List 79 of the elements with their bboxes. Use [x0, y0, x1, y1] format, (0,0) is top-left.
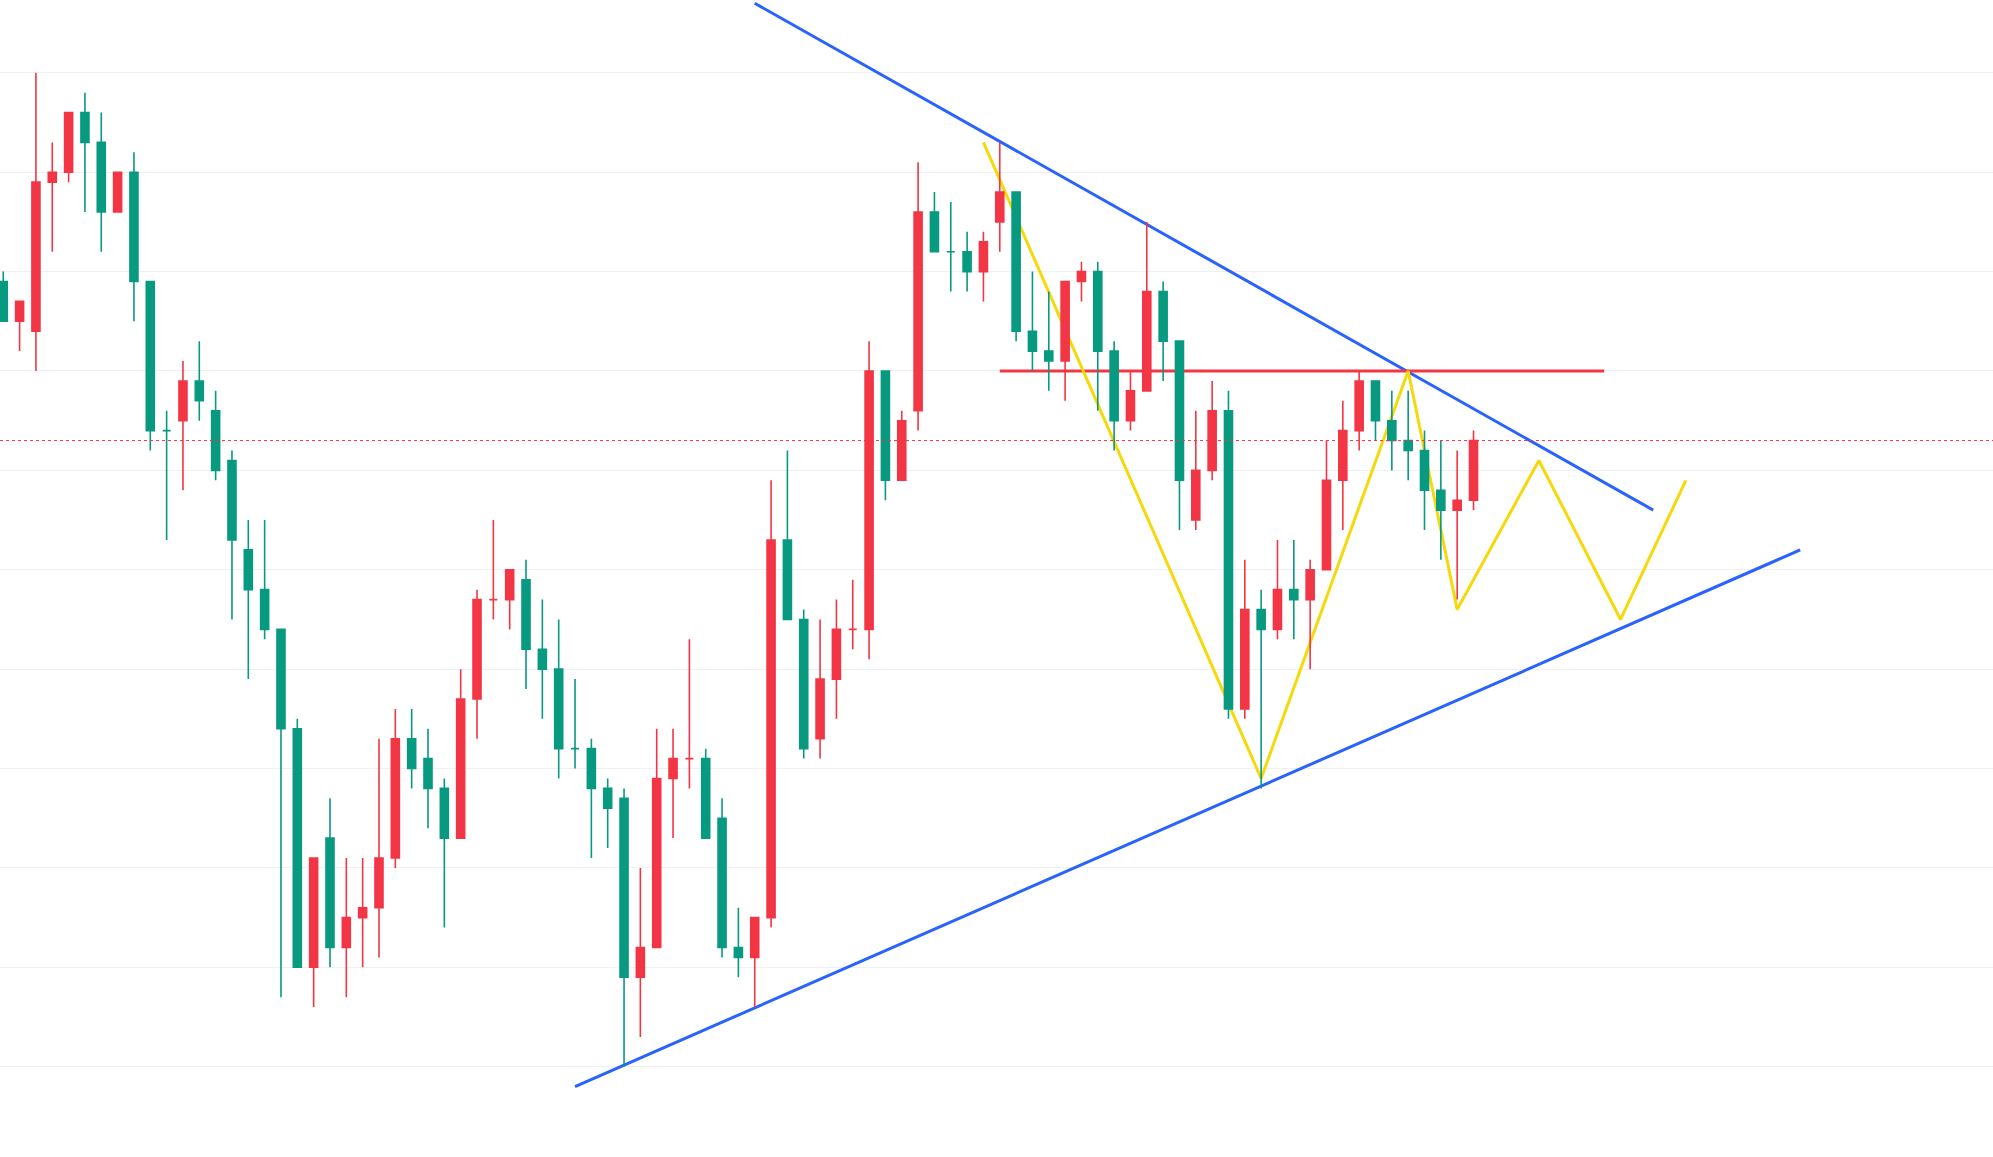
- candlestick: [276, 628, 286, 998]
- candlestick: [1289, 539, 1299, 641]
- candlestick: [341, 857, 352, 998]
- candlestick: [80, 91, 90, 213]
- candlestick: [47, 141, 58, 253]
- candlestick: [259, 519, 270, 641]
- candlestick: [455, 668, 466, 839]
- candlestick: [357, 857, 368, 969]
- candlestick: [521, 559, 531, 690]
- candlestick: [488, 519, 499, 621]
- candlestick: [112, 171, 123, 213]
- candlestick: [1305, 559, 1315, 670]
- candlestick: [1370, 380, 1381, 442]
- candlestick: [227, 449, 237, 621]
- candlestick: [553, 618, 564, 780]
- candlestick: [96, 111, 107, 253]
- candlestick: [798, 608, 809, 760]
- candlestick: [913, 161, 923, 432]
- candlestick: [831, 598, 842, 720]
- candlestick: [406, 708, 417, 790]
- candlestick: [684, 638, 695, 790]
- candlestick: [1011, 191, 1021, 342]
- candlestick: [1387, 390, 1397, 472]
- candlestick: [1158, 280, 1168, 382]
- candlestick: [978, 231, 989, 303]
- candlestick: [782, 449, 793, 621]
- candlestick: [1419, 429, 1430, 531]
- candlestick: [145, 280, 156, 452]
- candlestick: [63, 111, 74, 183]
- candlestick: [717, 797, 727, 959]
- candlestick: [423, 727, 433, 829]
- candlestick: [439, 777, 450, 929]
- candlestick: [962, 231, 972, 293]
- candlestick: [325, 797, 335, 969]
- candlestick: [1027, 270, 1038, 372]
- candlestick: [1256, 588, 1266, 790]
- candlestick: [994, 141, 1005, 253]
- candlestick: [766, 479, 776, 929]
- candlestick: [945, 201, 956, 293]
- candlestick: [1240, 559, 1250, 720]
- candlestick: [1436, 439, 1446, 561]
- candlestick: [129, 151, 139, 323]
- candlestick: [929, 191, 940, 253]
- candlestick: [570, 678, 580, 770]
- candlestick: [815, 618, 825, 760]
- candlestick: [1092, 260, 1103, 412]
- candlestick: [700, 747, 711, 839]
- candlestick: [651, 727, 662, 949]
- candlestick: [1272, 539, 1283, 641]
- candlestick: [1043, 290, 1054, 392]
- candlestick: [1223, 390, 1234, 720]
- candlestick: [31, 72, 41, 372]
- candlestick: [668, 727, 678, 839]
- candlestick: [292, 718, 303, 969]
- candlestick: [749, 916, 760, 1008]
- candlestick: [472, 588, 482, 740]
- candlestick: [619, 787, 629, 1068]
- candlestick: [880, 370, 891, 501]
- candlestick: [1174, 340, 1185, 531]
- candlestick: [1452, 449, 1462, 601]
- candlestick: [210, 390, 221, 482]
- candlestick: [194, 340, 205, 422]
- candlestick: [586, 737, 597, 859]
- candlestick: [390, 708, 401, 869]
- candlestick: [635, 867, 646, 1038]
- candlestick: [243, 519, 254, 680]
- candlestick: [1403, 390, 1413, 482]
- candlestick: [602, 777, 613, 849]
- candlestick: [308, 857, 319, 1008]
- candlestick: [537, 598, 548, 720]
- candlestick: [504, 568, 515, 631]
- candlestick: [161, 409, 172, 541]
- candlestick: [14, 300, 25, 352]
- candlestick: [733, 906, 744, 979]
- candlestick: [847, 578, 858, 651]
- candlestick: [1109, 340, 1119, 452]
- candlestick: [0, 270, 9, 323]
- candlestick: [374, 737, 384, 959]
- candlestick: [1076, 260, 1087, 303]
